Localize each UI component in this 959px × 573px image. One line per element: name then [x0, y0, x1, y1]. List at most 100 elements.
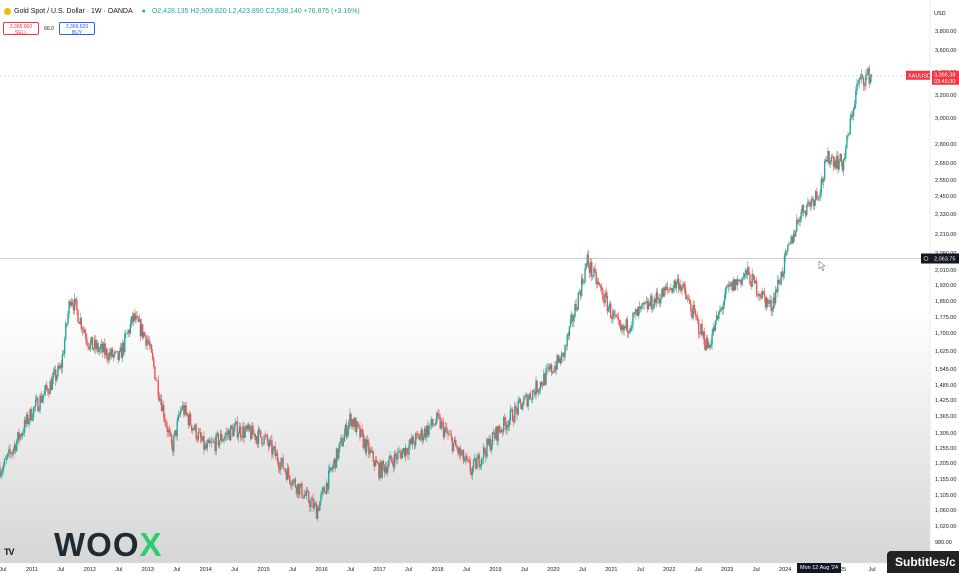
candle-body: [637, 306, 640, 316]
candle-body: [58, 365, 60, 369]
candle-body: [53, 369, 56, 373]
candle-body: [810, 198, 812, 207]
buy-button[interactable]: 3,366.620 BUY: [59, 22, 95, 36]
candle-body: [757, 294, 759, 296]
candle-body: [261, 437, 263, 445]
candle-body: [762, 291, 765, 293]
candle-body: [128, 330, 130, 334]
candle-body: [390, 455, 392, 461]
candle-body: [46, 385, 48, 389]
candle-body: [534, 391, 536, 396]
candle-body: [611, 317, 613, 319]
candle-body: [455, 439, 457, 447]
candle-body: [272, 448, 274, 455]
subtitles-button[interactable]: Subtitles/c: [887, 551, 959, 573]
sell-button[interactable]: 3,365.960 SELL: [3, 22, 39, 36]
candle-body: [599, 285, 602, 288]
candle-body: [283, 468, 285, 470]
chart-header: Gold Spot / U.S. Dollar · 1W · OANDA ● O…: [4, 8, 360, 15]
candle-body: [784, 251, 787, 255]
plus-circle-icon[interactable]: [923, 256, 929, 261]
candle-body: [256, 436, 259, 444]
time-tick-label: 2022: [663, 567, 675, 573]
candle-body: [362, 432, 364, 448]
candle-body: [529, 393, 532, 399]
candle-body: [231, 425, 233, 428]
candle-body: [145, 335, 147, 346]
candle-body: [822, 179, 825, 182]
candle-body: [305, 490, 308, 496]
candle-body: [557, 355, 559, 363]
woox-logo-text: WOO: [54, 526, 140, 563]
candle-body: [701, 324, 703, 336]
candle-body: [598, 283, 601, 286]
candle-body: [251, 425, 253, 439]
candle-body: [864, 85, 866, 86]
candle-body: [588, 266, 591, 273]
candle-body: [579, 291, 582, 296]
candle-body: [612, 310, 614, 319]
candle-body: [486, 439, 488, 457]
price-tick-label: 980.00: [935, 540, 952, 546]
candle-body: [452, 442, 455, 452]
candle-body: [573, 317, 575, 322]
candle-body: [257, 429, 260, 444]
candle-body: [694, 310, 697, 316]
candle-body: [862, 77, 865, 86]
plot-area[interactable]: [0, 0, 930, 563]
time-tick-label: Jul: [405, 567, 412, 573]
candle-body: [855, 90, 857, 105]
candle-body: [62, 353, 65, 355]
candle-body: [17, 432, 19, 442]
candle-body: [793, 233, 796, 237]
candle-body: [26, 414, 28, 424]
candle-body: [835, 160, 837, 169]
candle-body: [101, 343, 104, 353]
candle-body: [245, 425, 247, 430]
time-tick-label: 2012: [84, 567, 96, 573]
candle-body: [304, 494, 307, 496]
time-axis-bg[interactable]: [0, 563, 959, 573]
price-axis-bg[interactable]: [930, 0, 959, 563]
candle-body: [644, 302, 646, 305]
candle-body: [183, 405, 185, 415]
candle-body: [849, 117, 851, 134]
candle-body: [664, 287, 666, 291]
candle-body: [669, 289, 671, 291]
candle-body: [539, 382, 542, 390]
candle-body: [154, 366, 156, 380]
candle-body: [39, 395, 41, 410]
price-tick-label: 2,800.00: [935, 142, 956, 148]
candle-body: [770, 300, 772, 312]
candle-body: [126, 333, 128, 335]
time-tick-label: Jul: [289, 567, 296, 573]
candle-body: [808, 201, 810, 203]
candle-body: [696, 316, 699, 320]
candle-body: [42, 394, 45, 399]
tradingview-logo-icon[interactable]: TV: [4, 547, 14, 557]
candle-body: [589, 262, 592, 273]
candle-body: [572, 314, 574, 322]
candle-body: [96, 343, 98, 350]
candle-body: [618, 320, 621, 325]
candle-body: [144, 332, 146, 336]
candle-body: [472, 459, 475, 468]
price-tick-label: 2,330.00: [935, 212, 956, 218]
candle-body: [530, 398, 533, 400]
symbol-title[interactable]: Gold Spot / U.S. Dollar · 1W · OANDA: [14, 8, 133, 15]
candle-body: [703, 331, 705, 345]
candle-body: [702, 331, 704, 336]
candle-body: [343, 433, 346, 442]
candle-body: [777, 279, 779, 293]
time-tick-label: 2023: [721, 567, 733, 573]
candle-body: [690, 303, 692, 312]
candle-body: [90, 336, 93, 343]
candle-body: [520, 403, 523, 410]
candle-body: [378, 463, 380, 478]
candle-body: [755, 280, 758, 295]
buy-price: 3,366.620: [65, 24, 89, 30]
crosshair-price-marker[interactable]: [921, 253, 959, 264]
candle-body: [538, 389, 541, 391]
